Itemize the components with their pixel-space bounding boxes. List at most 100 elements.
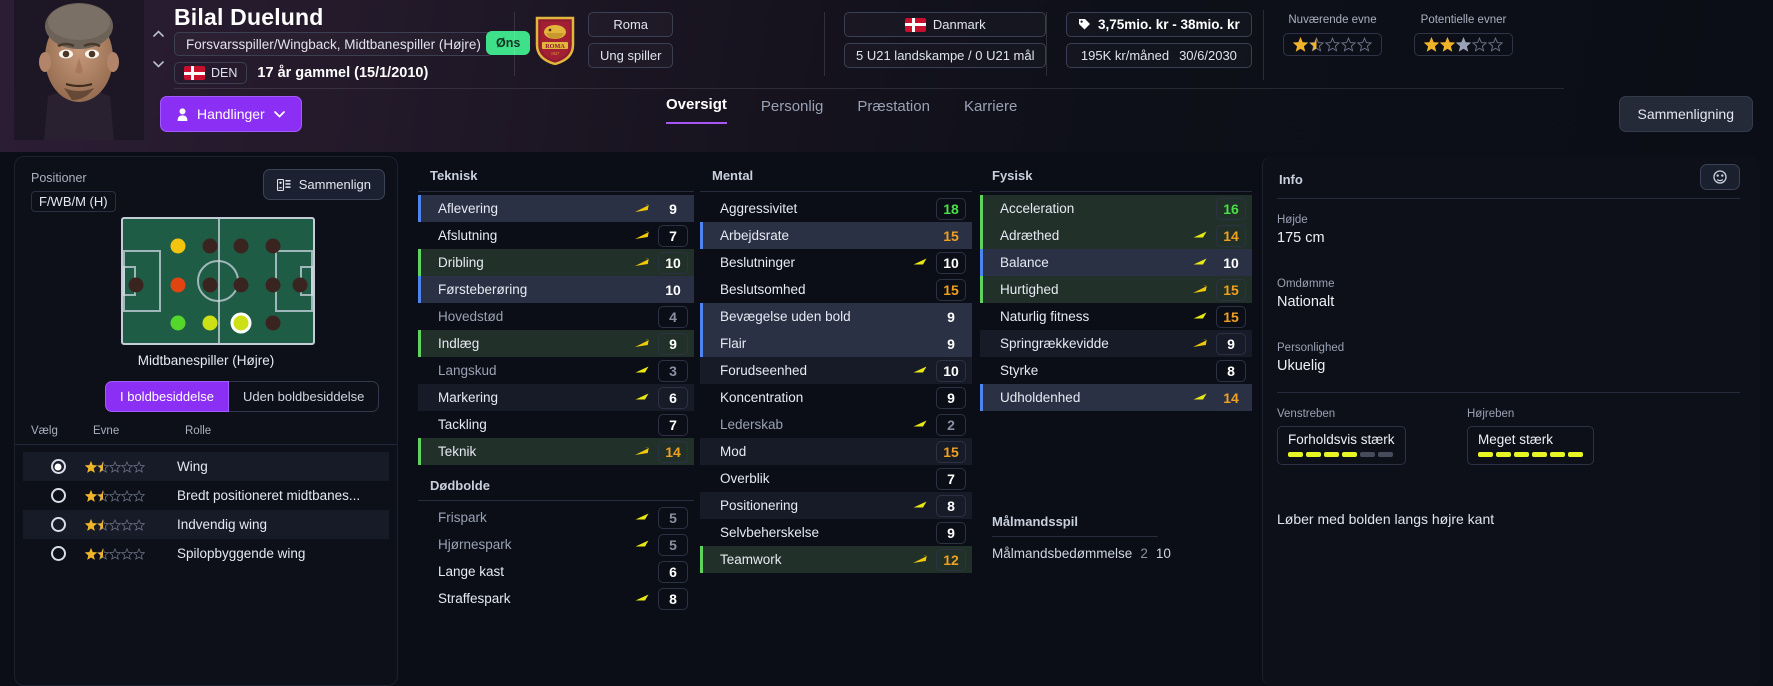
attribute-row[interactable]: Arbejdsrate 15 <box>700 222 972 249</box>
attribute-row[interactable]: Markering 6 <box>418 384 694 411</box>
arrow-improving-strong-icon <box>635 339 649 347</box>
attribute-row[interactable]: Styrke 8 <box>980 357 1252 384</box>
attribute-value: 14 <box>1216 386 1246 409</box>
role-radio[interactable] <box>50 546 66 561</box>
attribute-row[interactable]: Udholdenhed 14 <box>980 384 1252 411</box>
attribute-row[interactable]: Teamwork 12 <box>700 546 972 573</box>
attribute-row[interactable]: Dribling 10 <box>418 249 694 276</box>
attribute-row[interactable]: Frispark 5 <box>418 504 694 531</box>
attribute-row[interactable]: Koncentration 9 <box>700 384 972 411</box>
pitch-dot[interactable] <box>202 238 218 254</box>
pitch-dot[interactable] <box>265 277 281 293</box>
attribute-row[interactable]: Førsteberøring 10 <box>418 276 694 303</box>
national-team-chip[interactable]: Danmark <box>844 12 1047 37</box>
pitch-dot-selected[interactable] <box>233 315 249 331</box>
page-title: Bilal Duelund <box>174 4 324 30</box>
role-stars <box>85 460 177 473</box>
attribute-row[interactable]: Aflevering 9 <box>418 195 694 222</box>
attribute-accent-bar <box>418 195 421 222</box>
attribute-row[interactable]: Aggressivitet 18 <box>700 195 972 222</box>
attribute-accent-bar <box>418 303 421 330</box>
attribute-row[interactable]: Straffespark 8 <box>418 585 694 612</box>
attribute-row[interactable]: Lange kast 6 <box>418 558 694 585</box>
attribute-accent-bar <box>980 249 983 276</box>
compare-button[interactable]: Sammenlign <box>262 169 385 200</box>
attribute-row[interactable]: Overblik 7 <box>700 465 972 492</box>
role-row[interactable]: Bredt positioneret midtbanes... <box>23 481 389 510</box>
attribute-row[interactable]: Flair 9 <box>700 330 972 357</box>
pitch-dot[interactable] <box>233 238 249 254</box>
role-row[interactable]: Indvendig wing <box>23 510 389 539</box>
tab-karriere[interactable]: Karriere <box>963 98 1018 115</box>
attribute-row[interactable]: Mod 15 <box>700 438 972 465</box>
potential-ability-label: Potentielle evner <box>1420 14 1507 26</box>
attribute-row[interactable]: Adræthed 14 <box>980 222 1252 249</box>
attribute-name: Markering <box>438 390 499 405</box>
pitch-dot[interactable] <box>170 238 186 254</box>
arrow-placeholder <box>912 338 928 349</box>
player-navigation-arrows[interactable] <box>148 30 168 68</box>
attribute-row[interactable]: Hjørnespark 5 <box>418 531 694 558</box>
attribute-row[interactable]: Acceleration 16 <box>980 195 1252 222</box>
compare-button-label: Sammenlign <box>298 177 371 192</box>
star-icon <box>133 460 145 473</box>
attribute-value: 7 <box>936 467 966 490</box>
club-name[interactable]: Roma <box>588 12 674 37</box>
tab-præstation[interactable]: Præstation <box>857 98 930 115</box>
chevron-down-icon[interactable] <box>152 61 164 68</box>
pitch-dot[interactable] <box>233 277 249 293</box>
segment-out-of-possession[interactable]: Uden boldbesiddelse <box>228 381 380 412</box>
arrow-improving-strong-icon <box>635 204 649 212</box>
possession-toggle[interactable]: I boldbesiddelse Uden boldbesiddelse <box>105 381 380 412</box>
pitch-dot[interactable] <box>170 315 186 331</box>
attribute-row[interactable]: Hurtighed 15 <box>980 276 1252 303</box>
attribute-value: 15 <box>936 278 966 301</box>
potential-ability-stars <box>1414 33 1513 56</box>
attribute-row[interactable]: Indlæg 9 <box>418 330 694 357</box>
actions-button[interactable]: Handlinger <box>160 96 302 132</box>
role-row[interactable]: Spilopbyggende wing <box>23 539 389 568</box>
attribute-row[interactable]: Selvbeherskelse 9 <box>700 519 972 546</box>
attribute-row[interactable]: Hovedstød 4 <box>418 303 694 330</box>
roles-list[interactable]: Wing Bredt positioneret midtbanes... Indve… <box>23 452 389 568</box>
attribute-row[interactable]: Teknik 14 <box>418 438 694 465</box>
attribute-row[interactable]: Lederskab 2 <box>700 411 972 438</box>
tab-bar[interactable]: Oversigt Personlig Præstation Karriere <box>666 96 1017 124</box>
pitch-dot[interactable] <box>265 315 281 331</box>
comparison-button[interactable]: Sammenligning <box>1618 96 1753 132</box>
segment-in-possession[interactable]: I boldbesiddelse <box>105 381 229 412</box>
role-radio[interactable] <box>50 488 66 503</box>
role-radio[interactable] <box>50 517 66 532</box>
attribute-row[interactable]: Beslutninger 10 <box>700 249 972 276</box>
pitch-dot[interactable] <box>202 315 218 331</box>
attribute-row[interactable]: Afslutning 7 <box>418 222 694 249</box>
pitch-dot[interactable] <box>202 277 218 293</box>
role-radio[interactable] <box>50 459 66 474</box>
attribute-name: Førsteberøring <box>438 282 528 297</box>
price-tag-icon <box>1079 19 1090 30</box>
attribute-row[interactable]: Naturlig fitness 15 <box>980 303 1252 330</box>
chevron-up-icon[interactable] <box>152 30 164 37</box>
goalkeeping-rule <box>992 536 1158 537</box>
attribute-row[interactable]: Bevægelse uden bold 9 <box>700 303 972 330</box>
attribute-accent-bar <box>700 222 703 249</box>
role-row[interactable]: Wing <box>23 452 389 481</box>
attribute-row[interactable]: Beslutsomhed 15 <box>700 276 972 303</box>
attribute-row[interactable]: Balance 10 <box>980 249 1252 276</box>
attribute-row[interactable]: Langskud 3 <box>418 357 694 384</box>
attribute-value: 3 <box>658 359 688 382</box>
attribute-row[interactable]: Forudseenhed 10 <box>700 357 972 384</box>
attribute-row[interactable]: Springrækkevidde 9 <box>980 330 1252 357</box>
pitch-dot[interactable] <box>265 238 281 254</box>
tab-oversigt[interactable]: Oversigt <box>666 96 727 124</box>
arrow-placeholder <box>912 446 928 457</box>
tab-personlig[interactable]: Personlig <box>760 98 824 115</box>
pitch-dot[interactable] <box>292 277 308 293</box>
arrow-improving-icon <box>635 540 649 547</box>
pitch-dot[interactable] <box>170 277 186 293</box>
attribute-row[interactable]: Tackling 7 <box>418 411 694 438</box>
attribute-row[interactable]: Positionering 8 <box>700 492 972 519</box>
player-detail-toggle-button[interactable] <box>1700 164 1740 190</box>
reputation-label: Omdømme <box>1277 278 1335 290</box>
pitch-dot[interactable] <box>128 277 144 293</box>
